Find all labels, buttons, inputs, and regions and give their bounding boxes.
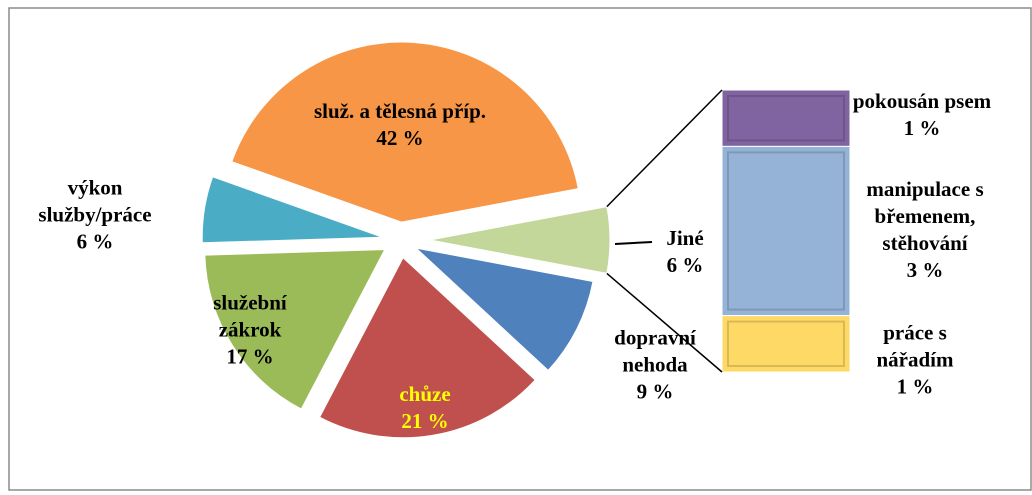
data-label: pokousán psem 1 % bbox=[822, 88, 1022, 142]
pie-slice bbox=[231, 41, 579, 223]
label-name: služ. a tělesná příp. bbox=[313, 99, 487, 123]
data-label: práce s nářadím 1 % bbox=[850, 320, 980, 401]
label-name: služební zákrok bbox=[213, 290, 287, 342]
label-value: 21 % bbox=[401, 409, 449, 433]
bar-bevel bbox=[727, 151, 845, 311]
data-label: dopravní nehoda 9 % bbox=[595, 325, 715, 406]
pie-slice bbox=[414, 247, 594, 372]
pie-slice bbox=[204, 249, 386, 410]
data-label: služební zákrok 17 % bbox=[185, 290, 315, 371]
data-label: manipulace s břemenem, stěhování 3 % bbox=[845, 176, 1005, 284]
connector-line bbox=[606, 89, 723, 208]
label-name: manipulace s břemenem, stěhování bbox=[866, 177, 984, 255]
bar-segment bbox=[721, 145, 851, 317]
label-name: chůze bbox=[399, 382, 451, 406]
data-label: výkon služby/práce 6 % bbox=[15, 175, 175, 256]
label-value: 1 % bbox=[896, 374, 934, 399]
label-name: práce s nářadím bbox=[876, 320, 954, 372]
label-value: 17 % bbox=[226, 344, 274, 369]
data-label: chůze 21 % bbox=[370, 381, 480, 435]
data-label: Jiné 6 % bbox=[645, 225, 725, 279]
label-value: 42 % bbox=[376, 126, 424, 150]
bar-segment bbox=[721, 315, 851, 373]
label-name: pokousán psem bbox=[852, 89, 992, 113]
label-value: 1 % bbox=[903, 116, 941, 140]
label-value: 3 % bbox=[906, 258, 944, 282]
data-label: služ. a tělesná příp. 42 % bbox=[295, 98, 505, 152]
label-value: 9 % bbox=[636, 379, 674, 404]
connector-line bbox=[606, 272, 723, 373]
label-name: dopravní nehoda bbox=[614, 325, 696, 377]
leader-line bbox=[614, 241, 653, 245]
pie-slice bbox=[429, 206, 611, 274]
pie-slice bbox=[201, 176, 383, 244]
label-value: 6 % bbox=[76, 229, 114, 254]
label-name: výkon služby/práce bbox=[38, 175, 152, 227]
label-value: 6 % bbox=[666, 253, 704, 277]
pie-slice bbox=[318, 256, 536, 439]
bar-bevel bbox=[727, 320, 845, 368]
label-name: Jiné bbox=[666, 226, 704, 250]
bar-bevel bbox=[727, 95, 845, 142]
